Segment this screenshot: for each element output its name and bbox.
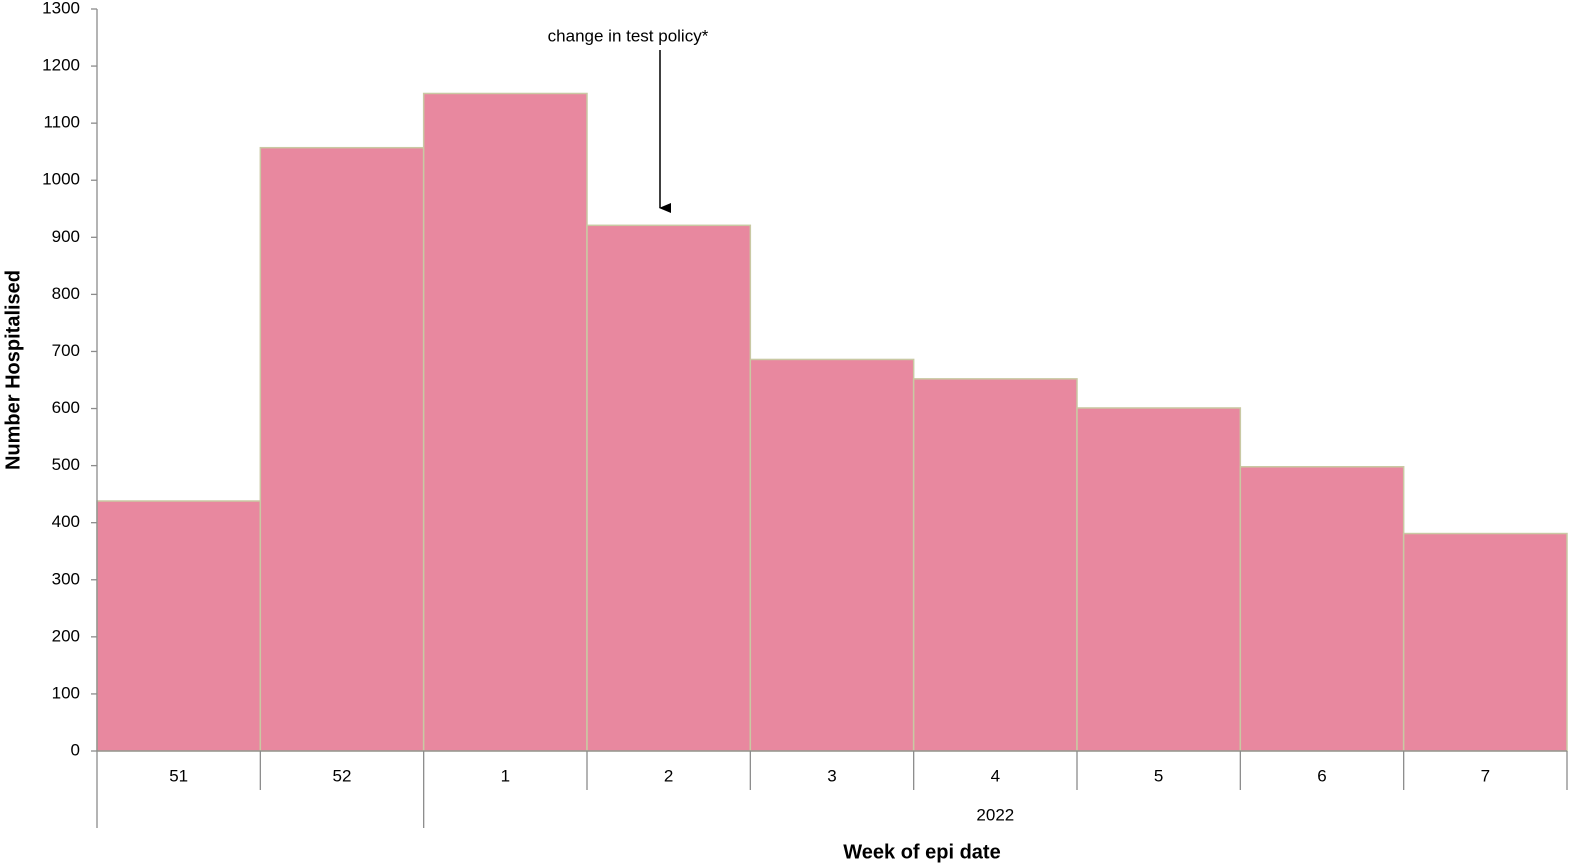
x-tick-label: 2 (664, 766, 673, 785)
y-tick-label: 100 (52, 683, 80, 702)
bar (96, 500, 262, 752)
y-tick-label: 500 (52, 455, 80, 474)
bar (259, 146, 425, 752)
y-tick-label: 1100 (43, 113, 80, 132)
bar (1076, 407, 1242, 752)
y-tick-label: 1200 (42, 56, 80, 75)
annotation: change in test policy* (548, 26, 709, 45)
x-tick-label: 5 (1154, 766, 1163, 785)
x-tick-label: 4 (991, 766, 1000, 785)
y-tick-label: 600 (52, 398, 80, 417)
y-tick-label: 300 (52, 569, 80, 588)
bar (749, 358, 915, 752)
x-tick-label: 6 (1317, 766, 1326, 785)
y-tick-label: 400 (52, 512, 80, 531)
x-tick-label: 52 (333, 766, 352, 785)
x-axis-title: Week of epi date (843, 841, 1000, 863)
bar (586, 224, 752, 752)
y-axis-title: Number Hospitalised (2, 270, 24, 470)
y-tick-label: 900 (52, 227, 80, 246)
group-label: 2022 (976, 805, 1014, 824)
x-tick-label: 51 (169, 766, 188, 785)
bar (422, 92, 588, 752)
y-tick-label: 1000 (42, 170, 80, 189)
x-tick-label: 7 (1481, 766, 1490, 785)
bar (912, 378, 1078, 752)
x-tick-label: 1 (501, 766, 510, 785)
plot-area: 51 52 1 2 3 4 5 6 7 0 100 200 300 400 500 600 700 800 900 1… (42, 0, 1568, 828)
y-tick-label: 1300 (42, 0, 80, 17)
bar (1239, 466, 1405, 752)
y-tick-label: 800 (52, 284, 80, 303)
x-tick-label: 3 (827, 766, 836, 785)
bar (1402, 532, 1568, 752)
y-tick-label: 0 (71, 740, 80, 759)
y-tick-label: 200 (52, 626, 80, 645)
y-tick-label: 700 (52, 341, 80, 360)
